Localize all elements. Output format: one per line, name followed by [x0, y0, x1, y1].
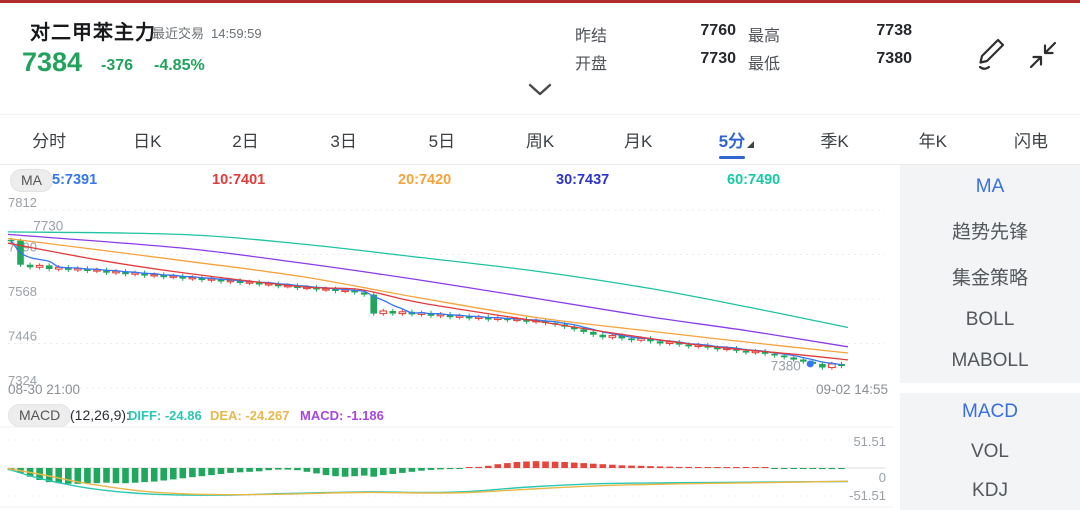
macd-value: MACD: -1.186 [300, 408, 384, 423]
sidebar-item-maboll[interactable]: MABOLL [951, 350, 1029, 371]
ma30-value: 30:7437 [556, 172, 610, 188]
tab-2day[interactable]: 2日 [232, 132, 259, 151]
last-price: 7384 [22, 47, 83, 77]
sidebar-item-kdj[interactable]: KDJ [972, 480, 1008, 501]
top-accent-bar [0, 0, 1080, 3]
tab-minute[interactable]: 分时 [32, 132, 67, 151]
x-axis: 08-30 21:00 09-02 14:55 [0, 382, 893, 400]
overlay-indicator-list: MA 趋势先锋 集金策略 BOLL MABOLL [900, 165, 1080, 383]
stat-high-value: 7738 [876, 22, 912, 39]
collapse-chart-button[interactable] [1026, 40, 1060, 70]
grid: 78127690756874467324 [8, 196, 885, 389]
tab-5min[interactable]: 5分 [687, 115, 785, 164]
svg-text:7730: 7730 [33, 218, 63, 233]
tab-weekly[interactable]: 周K [525, 132, 555, 151]
svg-text:-51.51: -51.51 [849, 488, 886, 503]
svg-text:7324: 7324 [8, 373, 37, 388]
tab-5day[interactable]: 5日 [428, 132, 456, 151]
stat-low-label: 最低 [748, 56, 781, 73]
ma10-value: 10:7401 [212, 172, 266, 188]
tab-3day[interactable]: 3日 [330, 132, 357, 151]
price-change-percent: -4.85% [154, 57, 205, 74]
last-trade-label: 最近交易 [152, 26, 205, 41]
last-trade-time: 14:59:59 [211, 26, 262, 41]
svg-text:7446: 7446 [8, 329, 37, 344]
candlestick-chart[interactable]: 7812769075687446732477307380 [0, 196, 893, 392]
pen-icon [978, 38, 1005, 70]
sidebar-item-ma[interactable]: MA [975, 176, 1005, 197]
ma-lines-group [7, 231, 849, 366]
price-change: -376 [101, 57, 134, 74]
header-collapse-button[interactable] [527, 82, 553, 98]
instrument-title: 对二甲苯主力 [30, 22, 156, 44]
x-axis-start-label: 08-30 21:00 [8, 382, 81, 397]
macd-badge[interactable]: MACD [8, 404, 72, 427]
sidebar-item-trend[interactable]: 趋势先锋 [951, 222, 1028, 243]
stat-low-value: 7380 [876, 50, 912, 67]
tab-daily[interactable]: 日K [133, 132, 162, 151]
ma5-value: 5:7391 [52, 172, 98, 188]
sidebar-item-vol[interactable]: VOL [970, 440, 1010, 462]
ma60-value: 60:7490 [727, 172, 781, 188]
macd-params: (12,26,9): [70, 407, 130, 423]
stat-prev-settle-value: 7760 [700, 22, 736, 39]
stat-open-value: 7730 [700, 50, 736, 67]
sub-indicator-list: MACD VOL KDJ [900, 393, 1080, 510]
stat-prev-settle-label: 昨结 [575, 28, 608, 45]
sidebar-item-boll[interactable]: BOLL [965, 309, 1015, 330]
dropdown-caret-icon [747, 141, 755, 148]
x-axis-end-label: 09-02 14:55 [815, 382, 888, 397]
stat-high-label: 最高 [748, 28, 781, 45]
period-tabbar: 分时 日K 2日 3日 5日 周K 月K 5分 季K 年K 闪电 [0, 114, 1080, 165]
ma-badge[interactable]: MA [10, 169, 53, 192]
macd-legend: MACD (12,26,9): DIFF: -24.86 DEA: -24.26… [0, 404, 893, 428]
active-tab-underline [719, 156, 746, 159]
collapse-arrows-icon [1029, 41, 1057, 69]
ma20-value: 20:7420 [398, 172, 452, 188]
tab-flash[interactable]: 闪电 [1013, 132, 1048, 151]
chevron-down-icon [528, 83, 552, 96]
indicator-sidebar: MA 趋势先锋 集金策略 BOLL MABOLL MACD VOL KDJ [900, 165, 1080, 510]
sidebar-item-strategy[interactable]: 集金策略 [951, 268, 1028, 289]
tab-monthly[interactable]: 月K [624, 132, 653, 151]
macd-histogram-group [7, 461, 845, 484]
svg-text:0: 0 [879, 470, 886, 485]
draw-tool-button[interactable] [975, 36, 1007, 72]
svg-text:7380: 7380 [771, 359, 801, 374]
annotations-group: 7730 7380 [33, 218, 814, 374]
ma-legend: MA 5:7391 10:7401 20:7420 30:7437 60:749… [0, 169, 893, 195]
svg-text:7568: 7568 [8, 284, 37, 299]
svg-text:7812: 7812 [8, 196, 37, 210]
tab-quarterly[interactable]: 季K [820, 132, 849, 151]
macd-lines-group [7, 467, 849, 496]
macd-chart[interactable]: 51.51 0 -51.51 [0, 426, 893, 508]
tab-yearly[interactable]: 年K [918, 132, 947, 151]
sidebar-item-macd[interactable]: MACD [962, 401, 1018, 422]
diff-value: DIFF: -24.86 [128, 408, 202, 423]
svg-text:51.51: 51.51 [853, 434, 886, 449]
dea-value: DEA: -24.267 [210, 408, 290, 423]
stat-open-label: 开盘 [575, 56, 608, 73]
last-trade: 最近交易 14:59:59 [152, 23, 269, 42]
